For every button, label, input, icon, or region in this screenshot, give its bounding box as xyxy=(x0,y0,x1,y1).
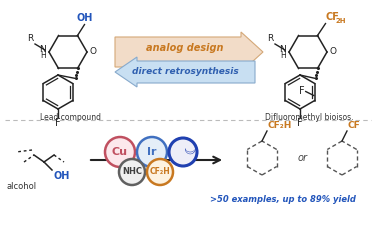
Text: Ir: Ir xyxy=(147,147,157,157)
Text: Lead compound: Lead compound xyxy=(40,113,101,122)
Text: H: H xyxy=(280,51,286,60)
Circle shape xyxy=(169,138,197,166)
Text: O: O xyxy=(89,47,96,56)
Circle shape xyxy=(137,137,167,167)
Text: OH: OH xyxy=(53,171,70,181)
Text: CF: CF xyxy=(326,12,340,21)
Text: CF₂H: CF₂H xyxy=(150,168,170,177)
Text: N: N xyxy=(39,46,46,55)
Text: CF₂H: CF₂H xyxy=(268,121,293,130)
Text: O: O xyxy=(329,47,336,56)
Text: H: H xyxy=(40,51,46,60)
Text: Difluoromethyl bioisos.: Difluoromethyl bioisos. xyxy=(265,113,353,122)
Circle shape xyxy=(147,159,173,185)
Text: OH: OH xyxy=(76,13,93,23)
Text: F: F xyxy=(297,118,303,128)
Text: F: F xyxy=(55,118,61,128)
Text: R: R xyxy=(27,34,33,43)
Text: NHC: NHC xyxy=(122,168,142,177)
Text: >50 examples, up to 89% yield: >50 examples, up to 89% yield xyxy=(210,195,356,204)
Text: Cu: Cu xyxy=(112,147,128,157)
Text: or: or xyxy=(298,153,308,163)
Text: N: N xyxy=(279,46,286,55)
Circle shape xyxy=(105,137,135,167)
Text: analog design: analog design xyxy=(146,43,224,53)
Circle shape xyxy=(119,159,145,185)
FancyArrow shape xyxy=(115,32,263,72)
Text: CF: CF xyxy=(348,121,361,130)
Text: F: F xyxy=(299,85,305,96)
Text: alcohol: alcohol xyxy=(7,182,37,191)
FancyArrow shape xyxy=(115,57,255,87)
Text: R: R xyxy=(267,34,273,43)
Text: 2H: 2H xyxy=(335,17,346,24)
Text: direct retrosynthesis: direct retrosynthesis xyxy=(132,67,238,76)
Text: ☽: ☽ xyxy=(176,146,190,158)
